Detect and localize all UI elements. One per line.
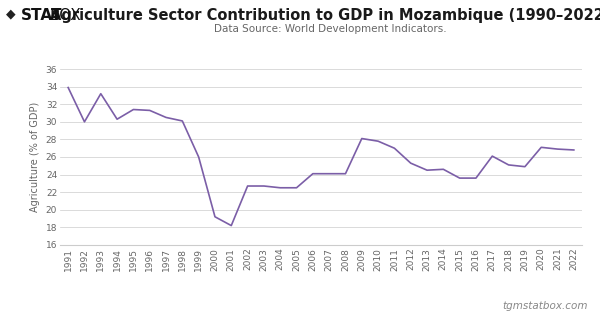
Text: tgmstatbox.com: tgmstatbox.com — [503, 301, 588, 311]
Text: Agriculture Sector Contribution to GDP in Mozambique (1990–2022): Agriculture Sector Contribution to GDP i… — [50, 8, 600, 23]
Y-axis label: Agriculture (% of GDP): Agriculture (% of GDP) — [30, 102, 40, 212]
Text: Data Source: World Development Indicators.: Data Source: World Development Indicator… — [214, 24, 446, 34]
Text: STAT: STAT — [21, 8, 62, 23]
Text: BOX: BOX — [50, 8, 82, 23]
Text: ◆: ◆ — [6, 8, 20, 21]
